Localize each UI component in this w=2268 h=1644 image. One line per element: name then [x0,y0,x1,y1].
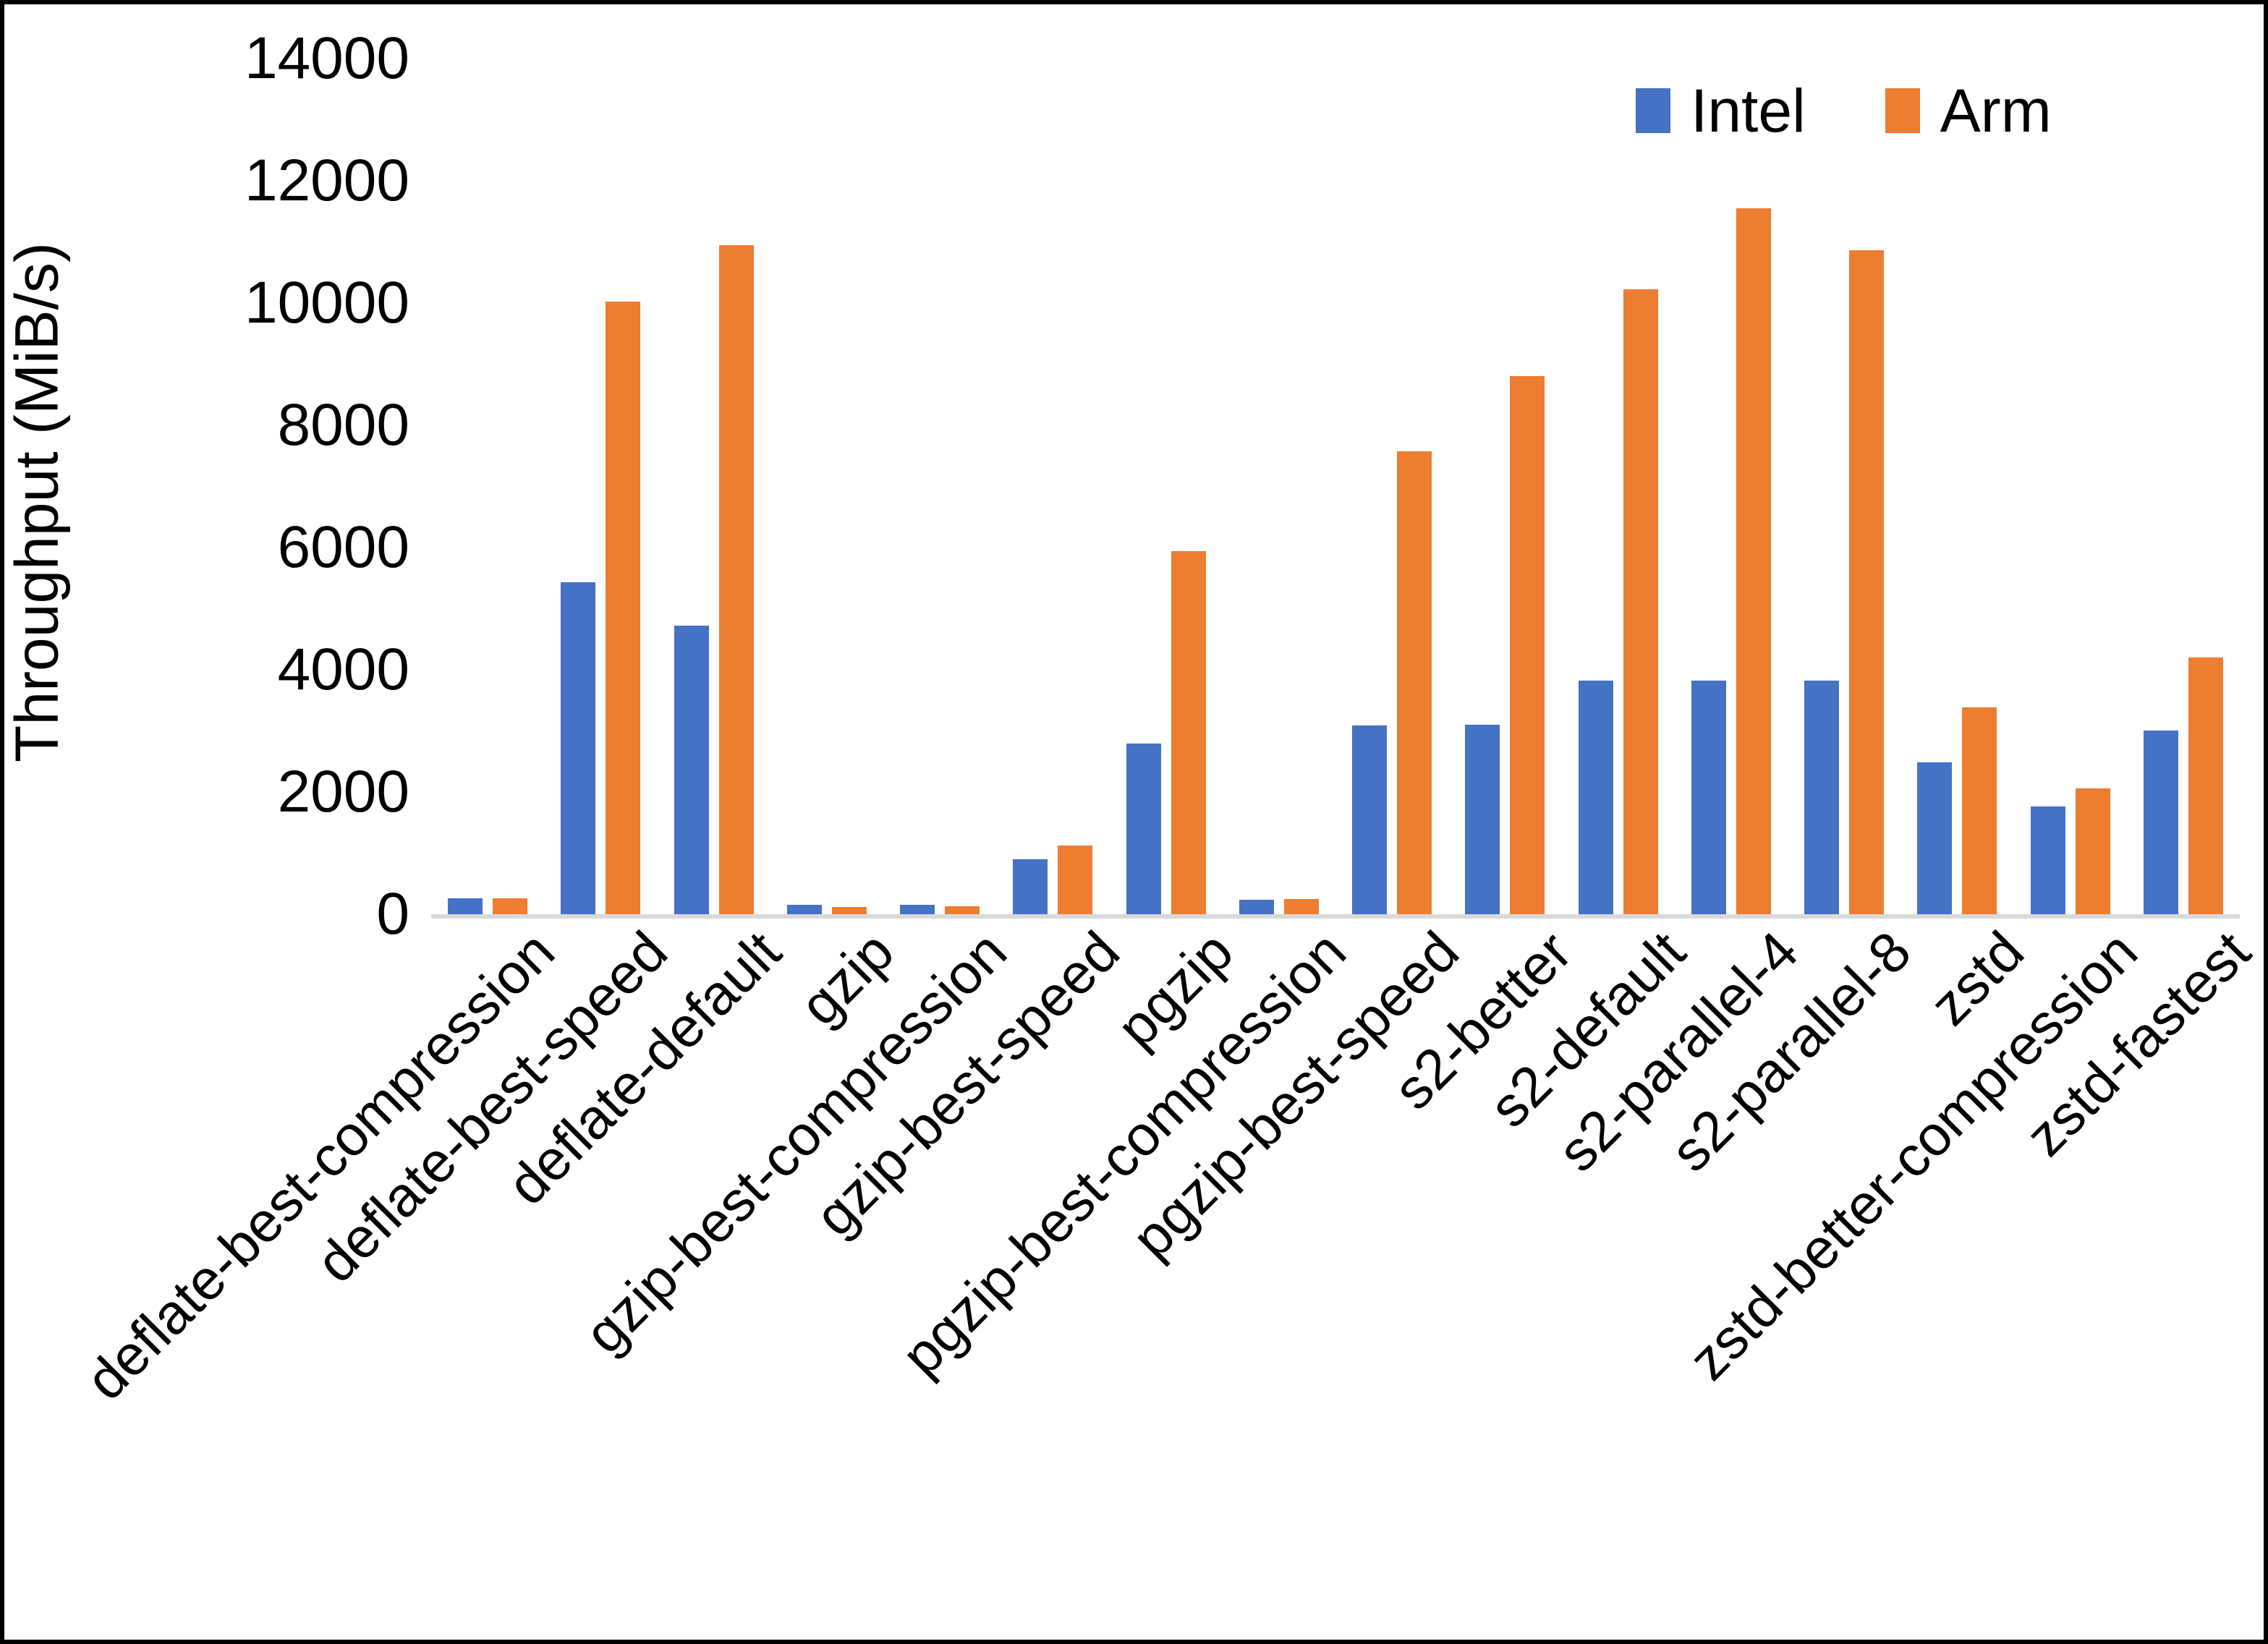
bar-group [448,59,528,914]
bar-group [1239,59,1319,914]
bar-arm [1283,898,1319,914]
bar-arm [2075,788,2110,914]
bar-intel [1917,762,1953,914]
bar-arm [1510,376,1545,914]
bar-arm [1849,250,1885,914]
bar-group [674,59,754,914]
bar-intel [1126,744,1161,914]
bar-group [1352,59,1432,914]
legend-label: Intel [1691,77,1806,145]
bar-intel [900,905,935,914]
bar-group [2030,59,2110,914]
y-tick-label: 2000 [277,759,409,825]
bar-group [900,59,980,914]
bar-intel [1239,899,1274,914]
bar-group [1804,59,1885,914]
y-tick-label: 6000 [277,514,409,580]
bar-group [1465,59,1545,914]
bar-intel [2143,730,2178,914]
y-tick-label: 10000 [244,270,409,336]
legend-swatch-icon [1636,88,1670,133]
x-axis-labels: deflate-best-compression deflate-best-spe… [74,919,2262,1570]
bar-intel [1578,681,1613,914]
bar-arm [493,898,528,914]
bar-group [1126,59,1206,914]
bar-group [1013,59,1093,914]
y-tick-label: 0 [376,881,409,947]
y-axis-ticks: 0 2000 4000 6000 8000 10000 12000 14000 [77,4,409,1640]
y-tick-label: 4000 [277,636,409,702]
legend-swatch-icon [1885,88,1920,133]
bar-group [786,59,867,914]
bar-arm [2188,657,2223,914]
y-tick-label: 12000 [244,148,409,213]
y-axis-title: Throughput (MiB/s) [2,242,71,762]
plot-area [431,59,2240,914]
legend-item-intel: Intel [1636,80,1806,141]
bar-arm [831,906,867,914]
bar-intel [561,582,596,914]
bar-intel [674,626,709,914]
bar-arm [1962,707,1997,914]
bar-arm [1623,289,1658,914]
bar-group [2143,59,2223,914]
bar-intel [2030,806,2065,914]
bar-intel [448,898,483,914]
bar-group [1917,59,1997,914]
bar-intel [1465,725,1500,914]
bar-arm [1397,451,1432,914]
chart-legend: Intel Arm [1636,80,2052,141]
bar-intel [786,905,822,914]
bar-arm [945,906,980,914]
bar-intel [1691,681,1726,914]
legend-label: Arm [1940,77,2052,145]
bar-intel [1804,681,1840,914]
bar-arm [606,302,641,914]
bar-arm [1736,208,1771,914]
bar-group [1578,59,1658,914]
x-axis-line [431,914,2240,919]
legend-item-arm: Arm [1885,80,2052,141]
bar-arm [1171,551,1206,914]
bar-intel [1352,725,1388,914]
y-tick-label: 14000 [244,25,409,91]
y-tick-label: 8000 [277,392,409,458]
bar-arm [1058,845,1093,914]
bar-group [1691,59,1771,914]
bar-group [561,59,641,914]
bar-arm [718,244,754,914]
bar-intel [1013,859,1048,914]
